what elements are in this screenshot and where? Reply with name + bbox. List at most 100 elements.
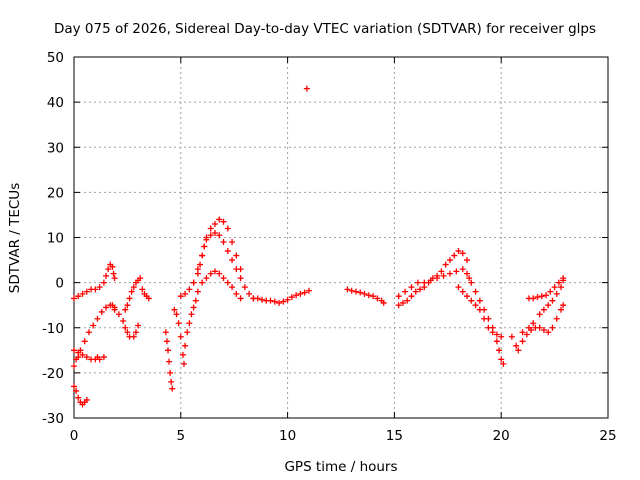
data-point bbox=[466, 275, 473, 282]
data-point bbox=[83, 396, 90, 403]
data-point bbox=[186, 286, 193, 293]
data-point bbox=[414, 279, 421, 286]
data-point bbox=[171, 306, 178, 313]
data-point bbox=[194, 288, 201, 295]
data-point bbox=[534, 294, 541, 301]
x-tick-label: 15 bbox=[386, 428, 403, 444]
x-axis-label: GPS time / hours bbox=[284, 459, 397, 475]
data-point bbox=[207, 232, 214, 239]
data-point bbox=[459, 288, 466, 295]
data-point bbox=[421, 279, 428, 286]
data-point bbox=[75, 293, 82, 300]
data-point bbox=[547, 288, 554, 295]
x-tick-label: 25 bbox=[599, 428, 616, 444]
data-point bbox=[446, 257, 453, 264]
y-tick-label: -20 bbox=[42, 366, 64, 382]
data-point bbox=[519, 329, 526, 336]
data-point bbox=[258, 296, 265, 303]
data-point bbox=[536, 324, 543, 331]
data-point bbox=[175, 320, 182, 327]
data-point bbox=[427, 277, 434, 284]
data-point bbox=[237, 275, 244, 282]
data-point bbox=[440, 272, 447, 279]
data-point bbox=[194, 266, 201, 273]
y-tick-label: 30 bbox=[47, 140, 64, 156]
data-point bbox=[551, 284, 558, 291]
data-point bbox=[455, 284, 462, 291]
data-point bbox=[71, 383, 77, 390]
data-point bbox=[229, 239, 236, 246]
data-point bbox=[111, 306, 118, 313]
data-point bbox=[103, 272, 110, 279]
data-point bbox=[130, 284, 137, 291]
data-point bbox=[549, 297, 556, 304]
data-point bbox=[224, 225, 231, 232]
data-point bbox=[190, 279, 197, 286]
data-point bbox=[71, 347, 77, 354]
data-point bbox=[519, 338, 526, 345]
data-point bbox=[216, 270, 223, 277]
y-axis-label: SDTVAR / TECUs bbox=[7, 183, 23, 293]
data-point bbox=[92, 286, 99, 293]
data-point bbox=[224, 279, 231, 286]
data-point bbox=[233, 290, 240, 297]
data-point bbox=[464, 270, 471, 277]
data-point bbox=[124, 302, 131, 309]
data-point bbox=[395, 302, 402, 309]
data-point bbox=[395, 293, 402, 300]
data-point bbox=[523, 331, 530, 338]
data-point bbox=[493, 331, 500, 338]
data-point bbox=[71, 295, 77, 302]
data-point bbox=[237, 295, 244, 302]
y-tick-label: 20 bbox=[47, 185, 64, 201]
data-point bbox=[553, 290, 560, 297]
data-point bbox=[408, 284, 415, 291]
data-point bbox=[280, 298, 287, 305]
data-point bbox=[468, 297, 475, 304]
data-point bbox=[472, 288, 479, 295]
data-point bbox=[111, 275, 118, 282]
data-point bbox=[472, 302, 479, 309]
data-point bbox=[446, 270, 453, 277]
data-point bbox=[361, 290, 368, 297]
data-point bbox=[122, 324, 129, 331]
data-point bbox=[530, 320, 537, 327]
data-point bbox=[75, 349, 82, 356]
data-point bbox=[179, 351, 186, 358]
data-point bbox=[489, 324, 496, 331]
data-point bbox=[540, 327, 547, 334]
data-point bbox=[453, 268, 460, 275]
data-point bbox=[485, 315, 492, 322]
data-point bbox=[115, 311, 122, 318]
data-point bbox=[455, 248, 462, 255]
data-point bbox=[90, 322, 97, 329]
data-point bbox=[380, 299, 387, 306]
data-point bbox=[192, 297, 199, 304]
x-tick-label: 20 bbox=[493, 428, 510, 444]
y-tick-label: 40 bbox=[47, 95, 64, 111]
data-point bbox=[555, 279, 562, 286]
data-point bbox=[162, 329, 169, 336]
data-point bbox=[481, 306, 488, 313]
data-point bbox=[83, 288, 90, 295]
data-point bbox=[365, 292, 372, 299]
gridlines bbox=[74, 57, 608, 418]
data-point bbox=[203, 234, 210, 241]
data-point bbox=[100, 354, 107, 361]
data-point bbox=[169, 385, 176, 392]
data-point bbox=[229, 284, 236, 291]
data-point bbox=[417, 286, 424, 293]
data-point bbox=[79, 351, 86, 358]
data-point bbox=[545, 329, 552, 336]
data-point bbox=[498, 356, 505, 363]
data-point bbox=[293, 292, 300, 299]
data-point bbox=[79, 290, 86, 297]
data-point bbox=[110, 270, 117, 277]
data-point bbox=[83, 354, 90, 361]
data-point bbox=[543, 292, 550, 299]
data-point bbox=[211, 229, 218, 236]
data-point bbox=[182, 342, 189, 349]
y-tick-labels: -30 -20 -10 0 10 20 30 40 50 bbox=[42, 50, 64, 427]
data-point bbox=[370, 293, 377, 300]
data-point bbox=[451, 252, 458, 259]
